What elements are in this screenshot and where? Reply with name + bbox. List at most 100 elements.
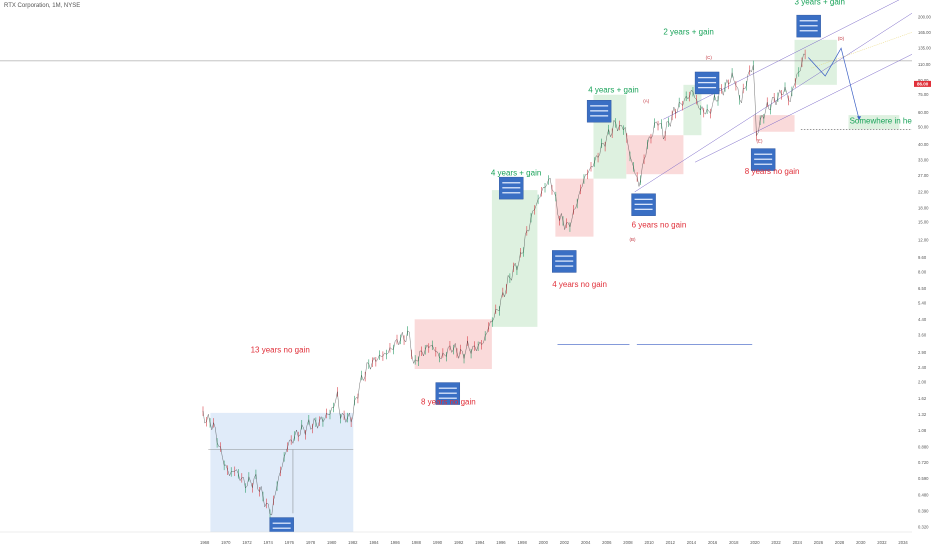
box-6-line-2	[634, 208, 653, 210]
x-tick-label: 2002	[560, 540, 570, 545]
x-tick-label: 1986	[390, 540, 400, 545]
x-tick-label: 1994	[475, 540, 485, 545]
y-tick-label: 1.62	[918, 396, 927, 401]
wave-label-C: (C)	[706, 55, 713, 60]
y-tick-label: 5.40	[918, 301, 927, 306]
x-tick-label: 1968	[200, 540, 210, 545]
box-1-line-1	[272, 527, 291, 529]
y-tick-label: 0.720	[918, 460, 929, 465]
y-tick-label: 3.60	[918, 333, 927, 338]
box-9-line-1	[799, 25, 818, 27]
zone-red-3	[555, 178, 594, 237]
box-7-line-1	[698, 81, 717, 84]
x-tick-label: 1980	[327, 540, 337, 545]
y-tick-label: 6.50	[918, 286, 927, 291]
box-3-line-2	[502, 192, 521, 194]
x-tick-label: 1982	[348, 540, 358, 545]
y-tick-label: 22.00	[918, 189, 929, 194]
box-5-line-1	[590, 110, 609, 112]
x-tick-label: 2030	[856, 540, 866, 545]
x-tick-label: 2032	[877, 540, 887, 545]
x-axis-bg	[0, 532, 912, 550]
y-tick-label: 0.390	[918, 509, 929, 514]
box-4-line-1	[555, 260, 574, 262]
x-tick-label: 1984	[369, 540, 379, 545]
zone-red-1	[414, 319, 492, 369]
y-tick-label: 1.08	[918, 428, 927, 433]
x-tick-label: 1972	[242, 540, 252, 545]
box-8-line-0	[754, 153, 773, 155]
box-6-line-1	[634, 203, 653, 205]
box-4-line-2	[555, 265, 574, 267]
y-tick-label: 33.00	[918, 157, 929, 162]
x-tick-label: 2024	[793, 540, 803, 545]
y-tick-label: 0.590	[918, 476, 929, 481]
wave-label-B: (B)	[629, 237, 636, 242]
y-tick-label: 0.880	[918, 444, 929, 449]
box-5-line-2	[590, 115, 609, 117]
y-tick-label: 1.32	[918, 412, 927, 417]
box-8-line-1	[754, 158, 773, 160]
x-tick-label: 1970	[221, 540, 231, 545]
y-tick-label: 0.480	[918, 492, 929, 497]
zone-red-5	[626, 135, 684, 175]
y-tick-label: 2.00	[918, 379, 927, 384]
annotation-gain_4: 3 years + gain	[795, 0, 845, 6]
y-tick-label: 15.00	[918, 220, 929, 225]
x-tick-label: 1978	[306, 540, 316, 545]
y-tick-label: 2.90	[918, 350, 927, 355]
y-axis: 200.00 165.00 135.00 110.00 90.00 75.00 60.00 5…	[912, 0, 932, 550]
chart-title: RTX Corporation, 1M, NYSE	[4, 3, 81, 9]
box-6-line-0	[634, 198, 653, 200]
y-tick-label: 18.00	[918, 205, 929, 210]
x-tick-label: 2028	[835, 540, 845, 545]
x-tick-label: 2018	[729, 540, 739, 545]
x-tick-label: 2000	[539, 540, 549, 545]
y-tick-label: 90.00	[918, 78, 929, 83]
wave-label-D: (D)	[838, 36, 845, 41]
price-line	[202, 53, 806, 516]
y-tick-label: 8.00	[918, 269, 927, 274]
x-tick-label: 2026	[814, 540, 824, 545]
wave-label-A: (A)	[643, 99, 650, 104]
y-tick-label: 60.00	[918, 110, 929, 115]
x-tick-label: 1976	[285, 540, 295, 545]
x-tick-label: 2004	[581, 540, 591, 545]
annotation-target: Somewhere in here	[850, 117, 920, 126]
x-tick-label: 2016	[708, 540, 718, 545]
x-tick-label: 2034	[898, 540, 908, 545]
projection-path	[808, 47, 860, 120]
annotation-no_gain_1: 13 years no gain	[251, 345, 310, 354]
annotation-no_gain_5: 8 years no gain	[745, 167, 800, 176]
x-tick-label: 1974	[263, 540, 273, 545]
y-tick-label: 9.60	[918, 255, 927, 260]
zone-green-9	[848, 115, 900, 130]
y-tick-label: 110.00	[918, 62, 931, 67]
y-tick-label: 27.00	[918, 173, 929, 178]
x-tick-label: 2014	[687, 540, 697, 545]
box-7-line-0	[698, 76, 717, 79]
current-price-badge	[914, 80, 931, 87]
x-tick-label: 1998	[517, 540, 527, 545]
annotation-layer: 13 years no gain 8 years no gain 4 years n…	[251, 0, 920, 407]
annotation-no_gain_4: 6 years no gain	[632, 221, 687, 230]
annotation-gain_1: 4 years + gain	[491, 169, 541, 178]
box-7-line-2	[698, 86, 717, 89]
y-tick-label: 2.40	[918, 365, 927, 370]
y-tick-label: 135.00	[918, 46, 931, 51]
box-9-line-0	[799, 20, 818, 22]
box-3-line-1	[502, 187, 521, 189]
annotation-no_gain_3: 4 years no gain	[552, 280, 607, 289]
y-tick-label: 40.00	[918, 142, 929, 147]
annotation-no_gain_2: 8 years no gain	[421, 398, 476, 407]
box-8-line-2	[754, 163, 773, 165]
channel-line-0	[634, 12, 913, 193]
x-tick-label: 2020	[750, 540, 760, 545]
y-tick-label: 12.00	[918, 237, 929, 242]
x-tick-label: 1988	[412, 540, 422, 545]
current-price-label: 86.00	[917, 82, 929, 87]
x-tick-label: 2022	[771, 540, 781, 545]
x-tick-label: 1996	[496, 540, 506, 545]
zone-green-2	[491, 190, 538, 327]
